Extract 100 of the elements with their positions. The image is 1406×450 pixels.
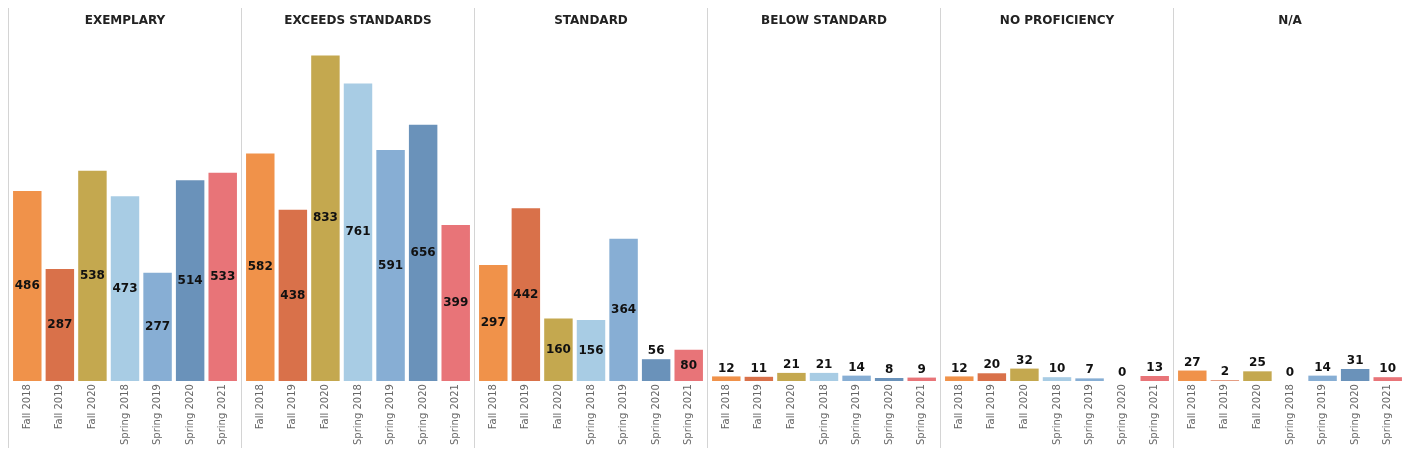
- x-tick-label: Fall 2018: [1185, 384, 1197, 430]
- x-tick-label: Spring 2021: [1148, 384, 1160, 446]
- data-label: 591: [378, 257, 404, 272]
- x-tick-label: Spring 2021: [449, 384, 461, 446]
- bar: [13, 191, 42, 382]
- data-label: 538: [79, 268, 105, 283]
- x-tick-label: Fall 2018: [719, 384, 731, 430]
- bar: [441, 225, 470, 382]
- x-tick-label: Spring 2018: [817, 384, 829, 446]
- bar: [1075, 378, 1104, 382]
- data-label: 364: [611, 302, 637, 317]
- data-label: 297: [480, 315, 506, 330]
- chart-title: EXEMPLARY: [84, 13, 166, 28]
- data-label: 0: [1285, 365, 1295, 380]
- bar: [278, 209, 308, 382]
- bar: [110, 196, 140, 382]
- x-tick-label: Spring 2021: [1381, 384, 1393, 446]
- data-label: 31: [1346, 353, 1364, 368]
- x-tick-label: Spring 2020: [1348, 384, 1360, 446]
- bar: [246, 153, 275, 382]
- bar: [1308, 375, 1337, 382]
- data-label: 80: [680, 357, 698, 372]
- data-label: 833: [312, 210, 338, 225]
- x-tick-label: Fall 2020: [319, 384, 331, 430]
- x-tick-label: Fall 2018: [486, 384, 498, 430]
- x-tick-label: Spring 2018: [1283, 384, 1295, 446]
- bar: [1042, 377, 1072, 382]
- bar: [1178, 370, 1207, 382]
- x-tick-label: Spring 2020: [649, 384, 661, 446]
- bar: [45, 268, 75, 382]
- x-tick-label: Spring 2019: [1316, 384, 1328, 446]
- data-label: 9: [917, 361, 926, 376]
- data-label: 25: [1249, 355, 1266, 370]
- data-label: 12: [717, 360, 735, 375]
- bar: [208, 172, 237, 382]
- data-label: 486: [14, 278, 40, 293]
- bar: [609, 238, 638, 382]
- x-tick-label: Fall 2019: [519, 384, 531, 430]
- data-label: 533: [210, 269, 236, 284]
- x-tick-label: Spring 2018: [118, 384, 130, 446]
- chart-title: BELOW STANDARD: [761, 13, 887, 28]
- data-label: 277: [145, 319, 171, 334]
- bar: [1373, 377, 1402, 382]
- data-label: 10: [1379, 361, 1397, 376]
- data-label: 14: [848, 359, 865, 374]
- x-tick-label: Spring 2018: [1050, 384, 1062, 446]
- data-label: 32: [1016, 352, 1033, 367]
- bar: [479, 264, 508, 382]
- x-tick-label: Fall 2018: [253, 384, 265, 430]
- data-label: 656: [410, 244, 436, 259]
- bar: [311, 55, 340, 382]
- x-tick-label: Fall 2019: [286, 384, 298, 430]
- bar: [1340, 368, 1370, 382]
- x-tick-label: Fall 2019: [1218, 384, 1230, 430]
- bar: [1010, 368, 1039, 382]
- data-label: 0: [1117, 365, 1127, 380]
- data-label: 7: [1085, 362, 1094, 377]
- data-label: 56: [647, 343, 665, 358]
- data-label: 20: [983, 357, 1001, 372]
- data-label: 399: [443, 295, 469, 310]
- x-tick-label: Spring 2018: [351, 384, 363, 446]
- bar: [376, 150, 405, 382]
- data-label: 582: [247, 259, 273, 274]
- x-tick-label: Spring 2019: [617, 384, 629, 446]
- data-label: 514: [177, 272, 203, 287]
- data-label: 14: [1314, 359, 1331, 374]
- bar: [544, 318, 573, 382]
- bar: [641, 359, 671, 382]
- x-tick-label: Fall 2018: [952, 384, 964, 430]
- data-label: 160: [545, 341, 571, 356]
- x-tick-label: Fall 2018: [20, 384, 32, 430]
- chart-title: STANDARD: [554, 13, 628, 28]
- data-label: 11: [750, 360, 768, 375]
- bar: [945, 376, 974, 382]
- x-tick-label: Fall 2020: [86, 384, 98, 430]
- x-tick-label: Spring 2019: [151, 384, 163, 446]
- data-label: 473: [112, 280, 138, 295]
- chart-title: EXCEEDS STANDARDS: [284, 13, 432, 28]
- data-label: 8: [884, 362, 894, 377]
- x-tick-label: Fall 2020: [785, 384, 797, 430]
- x-tick-label: Spring 2020: [882, 384, 894, 446]
- bar: [408, 124, 438, 382]
- data-label: 156: [578, 342, 604, 357]
- data-label: 21: [783, 357, 800, 372]
- x-tick-label: Spring 2021: [682, 384, 694, 446]
- data-label: 287: [47, 317, 73, 332]
- bar: [511, 208, 541, 382]
- chart-title: NO PROFICIENCY: [999, 13, 1115, 28]
- x-tick-label: Spring 2021: [915, 384, 927, 446]
- x-tick-label: Fall 2020: [1018, 384, 1030, 430]
- x-tick-label: Spring 2019: [1083, 384, 1095, 446]
- x-tick-label: Fall 2020: [552, 384, 564, 430]
- x-tick-label: Fall 2019: [752, 384, 764, 430]
- data-label: 27: [1183, 354, 1201, 369]
- x-tick-label: Spring 2020: [1115, 384, 1127, 446]
- x-tick-label: Fall 2019: [985, 384, 997, 430]
- x-tick-label: Spring 2020: [416, 384, 428, 446]
- bar: [977, 373, 1007, 382]
- x-tick-label: Fall 2019: [53, 384, 65, 430]
- x-tick-label: Spring 2018: [584, 384, 596, 446]
